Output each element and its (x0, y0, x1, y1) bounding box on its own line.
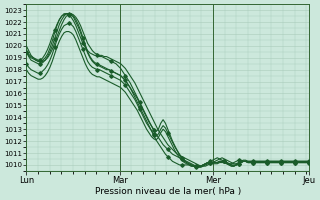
X-axis label: Pression niveau de la mer( hPa ): Pression niveau de la mer( hPa ) (95, 187, 241, 196)
